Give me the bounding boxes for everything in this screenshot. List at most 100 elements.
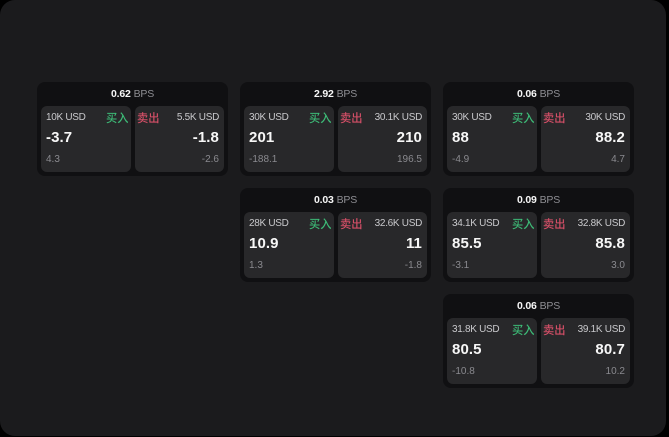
buy-tile-top-row: 34.1K USD	[452, 217, 535, 230]
sell-amount: 32.8K USD	[577, 218, 626, 229]
quote-panels: 30K USD 201 -188.1 30.1K USD 210 196.5	[244, 106, 427, 172]
sell-delta: 196.5	[396, 153, 422, 165]
sell-amount: 39.1K USD	[577, 324, 626, 335]
buy-tile-top-row: 10K USD	[46, 111, 128, 124]
quote-panels: 30K USD 88 -4.9 30K USD 88.2 4.7	[447, 106, 630, 172]
sell-price: 11	[405, 234, 422, 252]
buy-label-glyph	[512, 111, 534, 123]
sell-label-glyph	[137, 111, 159, 123]
quote-card[interactable]: 0.03 BPS 28K USD 10.9 1.3 32.6	[240, 188, 431, 282]
sell-quote-tile[interactable]: 32.8K USD 85.8 3.0	[540, 212, 630, 278]
buy-amount: 30K USD	[452, 112, 492, 123]
buy-amount: 10K USD	[46, 112, 86, 123]
buy-amount: 31.8K USD	[452, 324, 500, 335]
sell-price: -1.8	[192, 128, 219, 146]
spread-value: 0.06	[516, 88, 537, 100]
sell-tile-top-row: 5.5K USD	[137, 111, 219, 124]
buy-side-label	[309, 111, 332, 124]
buy-label-glyph	[512, 217, 534, 229]
buy-amount: 28K USD	[249, 218, 289, 229]
quote-card[interactable]: 0.06 BPS 31.8K USD 80.5 -10.8	[443, 294, 634, 388]
buy-tile-top-row: 28K USD	[249, 217, 332, 230]
quote-panels: 10K USD -3.7 4.3 5.5K USD -1.8 -2.6	[41, 106, 224, 172]
sell-quote-tile[interactable]: 5.5K USD -1.8 -2.6	[134, 106, 224, 172]
buy-delta: -188.1	[249, 153, 278, 165]
buy-delta: -10.8	[452, 365, 475, 377]
buy-side-label	[512, 217, 535, 230]
spread-header: 0.03 BPS	[244, 188, 427, 212]
quote-panels: 31.8K USD 80.5 -10.8 39.1K USD 80.7 10.2	[447, 318, 630, 384]
buy-label-glyph	[512, 323, 534, 335]
sell-amount: 30K USD	[585, 112, 625, 123]
buy-price: -3.7	[46, 128, 73, 146]
buy-quote-tile[interactable]: 28K USD 10.9 1.3	[244, 212, 334, 278]
buy-price: 80.5	[452, 340, 482, 358]
sell-side-label	[543, 111, 566, 124]
sell-delta: -1.8	[404, 259, 422, 271]
quote-card[interactable]: 0.06 BPS 30K USD 88 -4.9 30K U	[443, 82, 634, 176]
sell-tile-top-row: 30.1K USD	[340, 111, 423, 124]
buy-delta: 1.3	[249, 259, 263, 271]
sell-quote-tile[interactable]: 30K USD 88.2 4.7	[540, 106, 630, 172]
sell-side-label	[543, 217, 566, 230]
sell-side-label	[340, 111, 363, 124]
buy-price: 10.9	[249, 234, 279, 252]
sell-tile-top-row: 32.6K USD	[340, 217, 423, 230]
spread-value: 2.92	[313, 88, 334, 100]
buy-quote-tile[interactable]: 30K USD 201 -188.1	[244, 106, 334, 172]
sell-side-label	[137, 111, 160, 124]
sell-delta: 4.7	[611, 153, 625, 165]
quote-card[interactable]: 0.62 BPS 10K USD -3.7 4.3 5.5K	[37, 82, 228, 176]
sell-tile-top-row: 32.8K USD	[543, 217, 626, 230]
sell-side-label	[543, 323, 566, 336]
buy-quote-tile[interactable]: 10K USD -3.7 4.3	[41, 106, 131, 172]
buy-tile-top-row: 30K USD	[249, 111, 332, 124]
buy-quote-tile[interactable]: 34.1K USD 85.5 -3.1	[447, 212, 537, 278]
sell-price: 88.2	[595, 128, 625, 146]
quote-panels: 28K USD 10.9 1.3 32.6K USD 11 -1.8	[244, 212, 427, 278]
sell-tile-top-row: 30K USD	[543, 111, 625, 124]
sell-tile-top-row: 39.1K USD	[543, 323, 626, 336]
sell-amount: 5.5K USD	[176, 112, 219, 123]
spread-value: 0.03	[313, 194, 334, 206]
sell-price: 210	[396, 128, 422, 146]
sell-quote-tile[interactable]: 39.1K USD 80.7 10.2	[540, 318, 630, 384]
sell-quote-tile[interactable]: 30.1K USD 210 196.5	[337, 106, 427, 172]
bps-unit-label: BPS	[336, 194, 358, 206]
buy-delta: -4.9	[452, 153, 470, 165]
buy-quote-tile[interactable]: 30K USD 88 -4.9	[447, 106, 537, 172]
sell-label-glyph	[543, 111, 565, 123]
sell-label-glyph	[543, 217, 565, 229]
buy-price: 201	[249, 128, 275, 146]
bps-unit-label: BPS	[133, 88, 155, 100]
spread-header: 0.09 BPS	[447, 188, 630, 212]
buy-price: 88	[452, 128, 469, 146]
sell-amount: 32.6K USD	[374, 218, 423, 229]
buy-side-label	[512, 111, 535, 124]
sell-delta: 10.2	[605, 365, 625, 377]
spread-header: 0.06 BPS	[447, 294, 630, 318]
sell-amount: 30.1K USD	[374, 112, 423, 123]
spread-header: 0.62 BPS	[41, 82, 224, 106]
spread-value: 0.62	[110, 88, 131, 100]
quote-card-grid: 0.62 BPS 10K USD -3.7 4.3 5.5K	[37, 82, 634, 388]
buy-amount: 34.1K USD	[452, 218, 500, 229]
sell-delta: -2.6	[201, 153, 219, 165]
buy-label-glyph	[309, 111, 331, 123]
quote-card[interactable]: 2.92 BPS 30K USD 201 -188.1 30	[240, 82, 431, 176]
buy-tile-top-row: 30K USD	[452, 111, 535, 124]
sell-price: 80.7	[595, 340, 625, 358]
sell-label-glyph	[340, 217, 362, 229]
buy-quote-tile[interactable]: 31.8K USD 80.5 -10.8	[447, 318, 537, 384]
spread-header: 2.92 BPS	[244, 82, 427, 106]
sell-label-glyph	[340, 111, 362, 123]
buy-side-label	[309, 217, 332, 230]
spread-value: 0.09	[516, 194, 537, 206]
sell-quote-tile[interactable]: 32.6K USD 11 -1.8	[337, 212, 427, 278]
sell-delta: 3.0	[611, 259, 625, 271]
quote-card[interactable]: 0.09 BPS 34.1K USD 85.5 -3.1 3	[443, 188, 634, 282]
sell-side-label	[340, 217, 363, 230]
quote-panels: 34.1K USD 85.5 -3.1 32.8K USD 85.8 3.0	[447, 212, 630, 278]
buy-label-glyph	[309, 217, 331, 229]
